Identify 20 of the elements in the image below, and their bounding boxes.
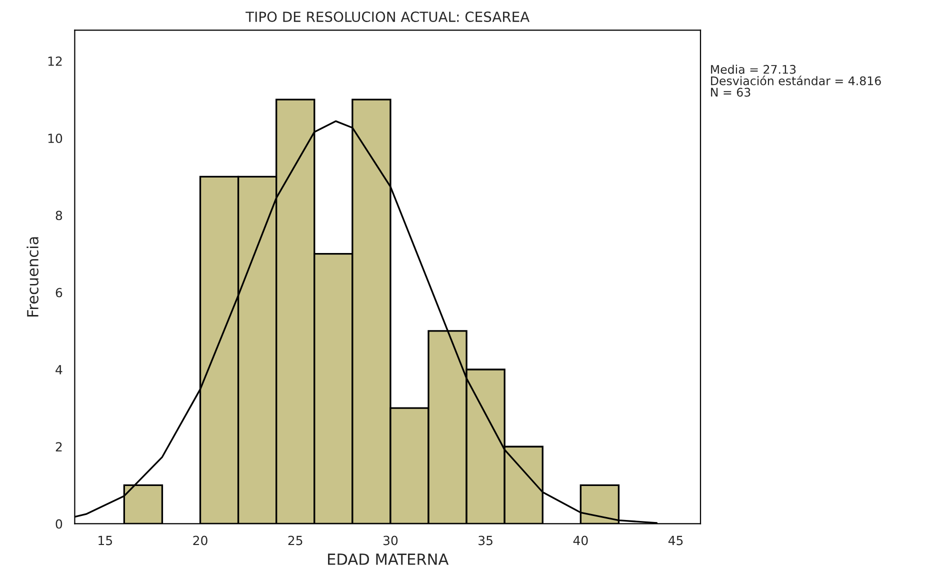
y-tick-label: 8: [56, 210, 62, 220]
y-tick-label: 0: [56, 519, 62, 529]
text: N = 63: [711, 88, 750, 97]
chart-title: TIPO DE RESOLUCION ACTUAL: CESAREA: [246, 12, 530, 22]
text: Media = 27.13: [711, 64, 796, 74]
y-tick-label: 2: [56, 442, 62, 452]
text: Desviación estándar = 4.816: [711, 76, 881, 86]
y-tick-label: 12: [48, 56, 62, 66]
x-tick-label: 15: [98, 536, 112, 546]
y-axis-title: Frecuencia: [26, 237, 38, 317]
y-tick-label: 10: [48, 134, 62, 144]
y-tick-label: 4: [56, 365, 62, 374]
x-tick-label: 25: [288, 536, 302, 546]
x-tick-label: 35: [478, 536, 492, 546]
x-tick-label: 40: [573, 536, 588, 546]
x-axis-title: EDAD MATERNA: [328, 554, 449, 565]
x-tick-label: 20: [193, 536, 208, 546]
x-tick-label: 45: [668, 536, 683, 546]
y-tick-label: 6: [56, 288, 62, 298]
x-tick-label: 30: [383, 536, 398, 546]
